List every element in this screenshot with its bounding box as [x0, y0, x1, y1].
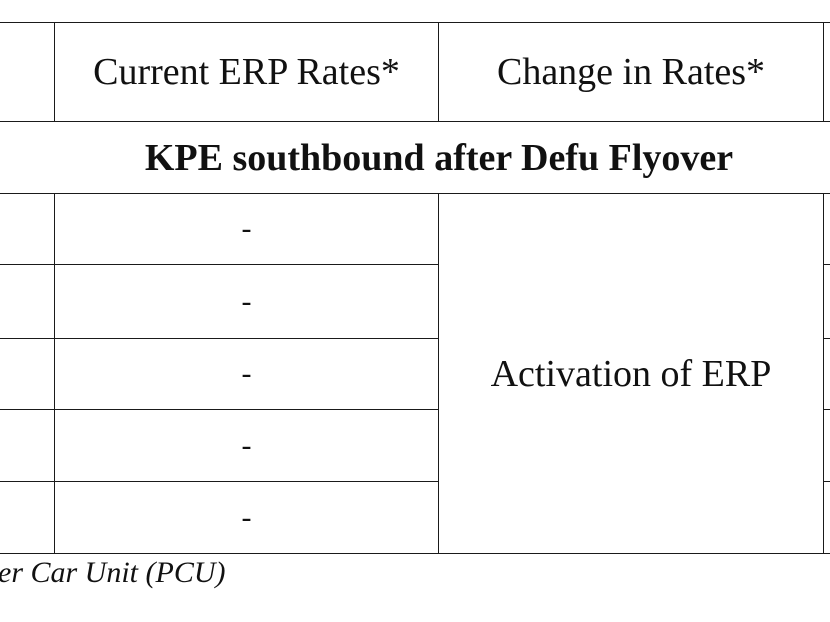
row-divider-right	[823, 264, 830, 265]
col-divider-middle	[438, 22, 439, 122]
row-divider	[0, 409, 438, 410]
row-divider-right	[823, 338, 830, 339]
current-rate-cell: -	[241, 500, 252, 534]
col-divider-left	[54, 22, 55, 122]
col-divider-right	[823, 193, 824, 554]
footnote-text: er Car Unit (PCU)	[0, 556, 226, 589]
current-rate-cell: -	[241, 357, 252, 390]
current-rate-cell: -	[241, 212, 252, 245]
table-border-bottom	[0, 553, 830, 554]
row-divider-right	[823, 409, 830, 410]
col-divider-left	[54, 193, 55, 554]
row-divider	[0, 481, 438, 482]
row-divider-right	[823, 481, 830, 482]
table-border-top	[0, 22, 830, 23]
row-divider	[0, 338, 438, 339]
section-title: KPE southbound after Defu Flyover	[144, 136, 734, 179]
current-rate-cell: -	[241, 284, 252, 318]
header-bottom-border	[0, 121, 830, 122]
header-change-in-rates: Change in Rates*	[496, 51, 766, 93]
header-current-erp-rates: Current ERP Rates*	[93, 51, 400, 93]
col-divider-middle	[438, 193, 439, 554]
row-divider	[0, 264, 438, 265]
change-in-rates-merged-cell: Activation of ERP	[490, 352, 772, 395]
col-divider-right	[823, 22, 824, 122]
footnote: er Car Unit (PCU)	[0, 556, 228, 590]
current-rate-cell: -	[241, 428, 252, 462]
section-bottom-border	[0, 193, 830, 194]
